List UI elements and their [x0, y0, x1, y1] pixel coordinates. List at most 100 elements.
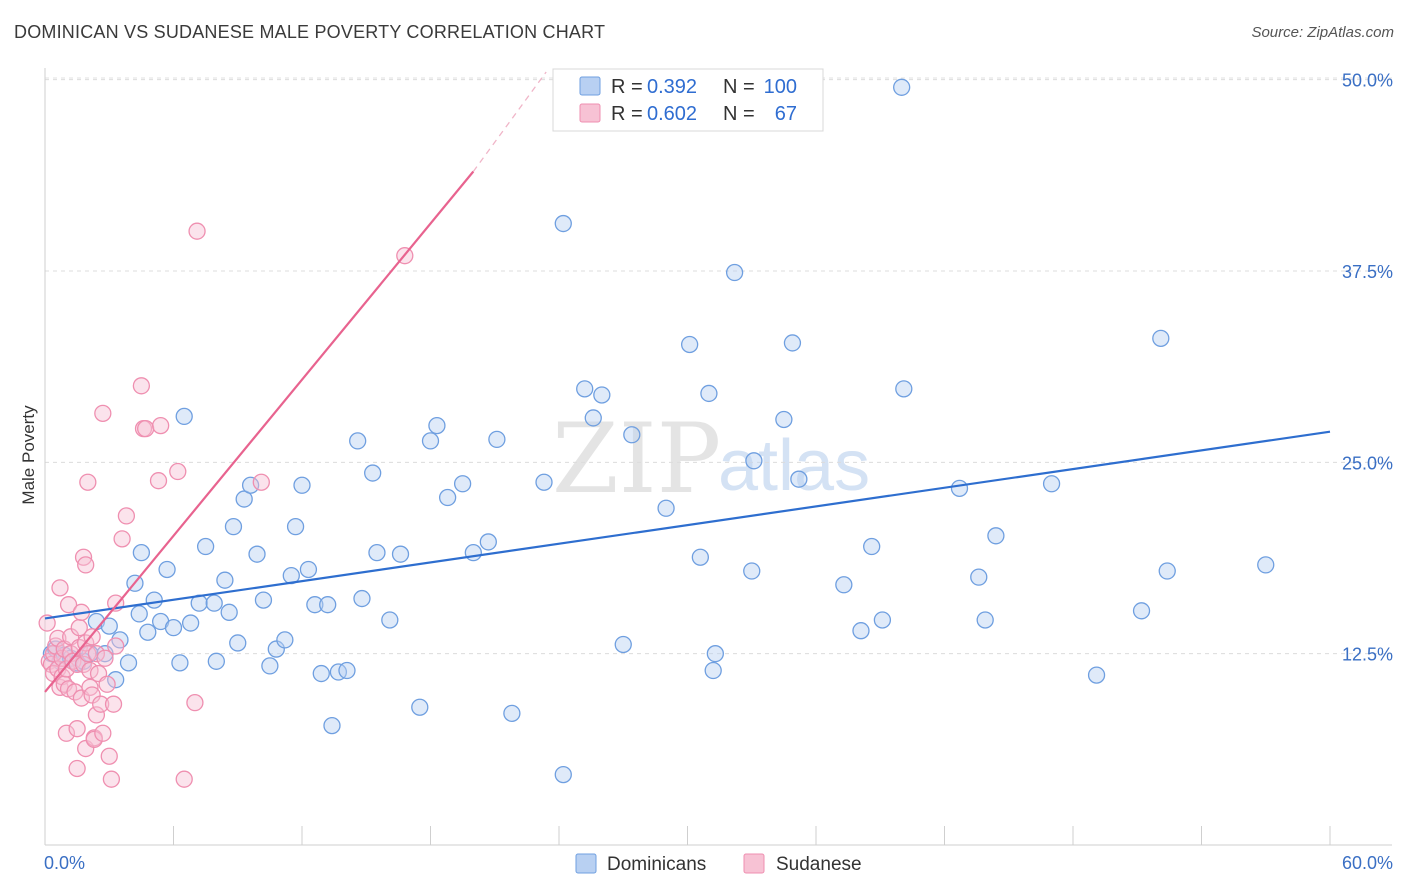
- dominican-point: [164, 618, 183, 637]
- sudanese-point: [74, 655, 93, 674]
- source-label: Source: ZipAtlas.com: [1251, 24, 1394, 41]
- sudanese-point: [79, 473, 97, 491]
- bottom-legend-swatch-sudanese[interactable]: [743, 853, 765, 874]
- dominican-point: [175, 407, 193, 426]
- dominican-point: [421, 432, 440, 450]
- sudanese-point: [87, 706, 106, 724]
- sudanese-point: [100, 747, 118, 765]
- dominican-point: [299, 560, 318, 579]
- legend-n-label: N =: [723, 76, 755, 98]
- sudanese-point: [94, 724, 112, 742]
- dominican-point: [130, 605, 148, 623]
- dominican-point: [107, 671, 125, 689]
- sudanese-point: [96, 649, 114, 667]
- sudanese-trend-extension: [472, 71, 547, 172]
- y-tick-label: 37.5%: [1342, 262, 1393, 282]
- dominican-point: [835, 576, 853, 594]
- dominican-point: [391, 545, 410, 563]
- dominican-point: [863, 537, 881, 556]
- dominican-point: [220, 603, 238, 621]
- dominican-point: [554, 214, 572, 233]
- dominican-point: [743, 562, 761, 580]
- sudanese-point: [107, 637, 125, 655]
- dominican-point: [704, 661, 722, 680]
- dominican-point: [852, 622, 870, 640]
- dominican-point: [1042, 475, 1061, 493]
- dominican-point: [554, 765, 572, 784]
- dominican-point: [893, 78, 911, 96]
- dominican-point: [100, 617, 118, 635]
- sudanese-point: [104, 695, 123, 713]
- dominican-point: [950, 479, 969, 497]
- dominican-point: [479, 533, 497, 551]
- dominican-point: [438, 488, 457, 507]
- dominican-point: [119, 654, 138, 672]
- bottom-legend-swatch-dominicans[interactable]: [575, 853, 597, 874]
- dominican-point: [181, 614, 200, 632]
- y-tick-label: 25.0%: [1342, 453, 1393, 473]
- dominican-point: [229, 634, 247, 652]
- dominican-point: [1087, 666, 1106, 684]
- dominican-point: [139, 623, 157, 641]
- dominican-point: [1152, 329, 1170, 347]
- dominican-point: [323, 716, 341, 735]
- sudanese-point: [98, 675, 116, 693]
- sudanese-point: [186, 693, 204, 712]
- sudanese-point: [188, 222, 206, 240]
- dominican-point: [171, 654, 189, 672]
- sudanese-point: [175, 770, 193, 788]
- sudanese-point: [77, 556, 95, 574]
- legend-swatch-sudanese: [579, 103, 601, 123]
- legend-r-label: R =: [611, 103, 643, 125]
- bottom-legend-label-dominicans[interactable]: Dominicans: [607, 854, 706, 875]
- dominican-point: [428, 416, 446, 435]
- dominican-point: [145, 591, 163, 609]
- watermark-zip: ZIP: [552, 403, 721, 515]
- bottom-legend-label-sudanese[interactable]: Sudanese: [776, 854, 862, 875]
- sudanese-trend-line: [44, 170, 475, 693]
- sudanese-point: [59, 596, 78, 614]
- dominican-point: [576, 380, 594, 398]
- dominican-point: [261, 657, 279, 675]
- chart-title: DOMINICAN VS SUDANESE MALE POVERTY CORRE…: [14, 22, 606, 42]
- dominican-point: [241, 476, 260, 494]
- dominican-point: [503, 704, 521, 723]
- sudanese-point: [68, 759, 86, 778]
- dominican-point: [196, 537, 215, 556]
- sudanese-point: [137, 420, 155, 438]
- data-points: [38, 78, 1275, 788]
- dominican-point: [783, 334, 802, 352]
- dominican-point: [706, 645, 724, 663]
- dominican-point: [254, 591, 273, 609]
- dominican-point: [700, 384, 718, 403]
- dominican-point: [725, 263, 744, 282]
- dominican-point: [248, 545, 266, 563]
- dominican-point: [873, 611, 892, 629]
- sudanese-point: [68, 720, 86, 738]
- axes: 12.5% 25.0% 37.5% 50.0% 0.0% 60.0%: [44, 68, 1393, 873]
- sudanese-point: [92, 695, 110, 713]
- sudanese-point: [252, 473, 270, 491]
- dominican-point: [329, 663, 348, 681]
- sudanese-point: [94, 404, 112, 422]
- dominican-point: [216, 571, 234, 589]
- dominican-point: [381, 611, 399, 629]
- y-tick-label: 50.0%: [1342, 71, 1393, 91]
- legend-n-label: N =: [723, 103, 755, 125]
- sudanese-point: [132, 377, 151, 395]
- legend-n-value-sudanese: 67: [775, 103, 797, 125]
- correlation-legend: R = 0.392 N = 100 R = 0.602 N = 67: [552, 68, 824, 132]
- dominican-point: [584, 409, 602, 427]
- dominican-point: [286, 517, 305, 536]
- dominican-point: [987, 527, 1005, 545]
- dominican-point: [276, 631, 294, 649]
- dominican-point: [535, 473, 553, 491]
- dominican-point: [657, 499, 675, 517]
- dominican-point: [691, 548, 709, 566]
- dominican-point: [488, 430, 506, 449]
- y-axis-title: Male Poverty: [19, 405, 38, 505]
- dominican-point: [775, 410, 793, 429]
- dominican-point: [205, 594, 223, 612]
- y-tick-label: 12.5%: [1342, 645, 1393, 665]
